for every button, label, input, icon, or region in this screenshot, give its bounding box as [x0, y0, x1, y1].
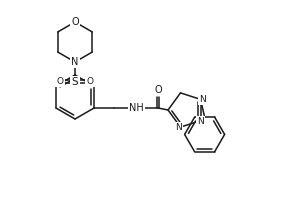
Text: NH: NH	[129, 103, 143, 113]
Text: O: O	[154, 85, 162, 95]
Text: N: N	[197, 117, 204, 126]
Text: N: N	[71, 57, 79, 67]
Text: O: O	[56, 76, 64, 86]
Text: O: O	[71, 17, 79, 27]
Text: N: N	[175, 123, 182, 132]
Text: S: S	[72, 77, 78, 87]
Text: O: O	[86, 76, 94, 86]
Text: N: N	[199, 95, 206, 104]
